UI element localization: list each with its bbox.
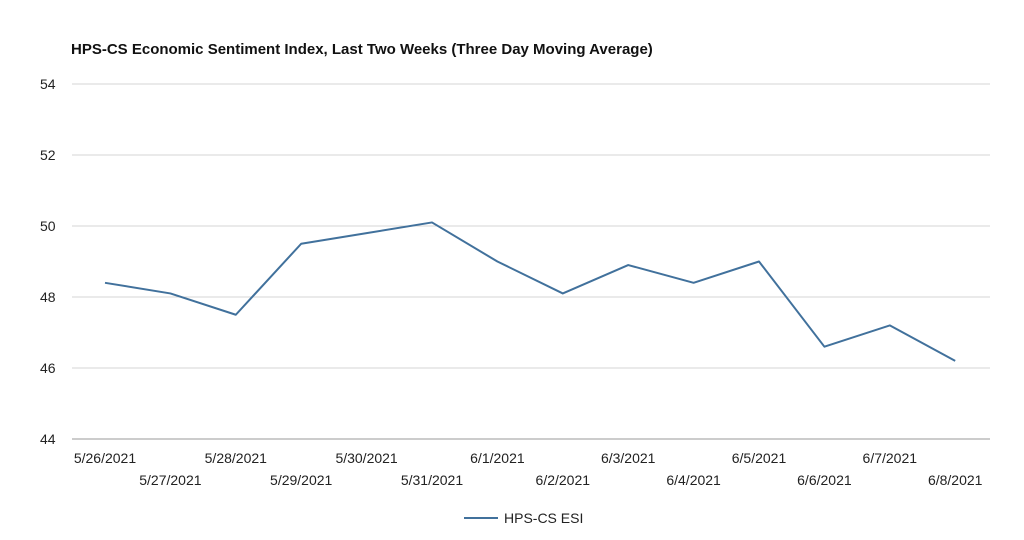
x-axis-tick-labels: 5/26/20215/27/20215/28/20215/29/20215/30… [74,450,983,488]
x-tick-label: 6/2/2021 [536,472,591,488]
legend: HPS-CS ESI [464,510,583,526]
x-tick-label: 6/8/2021 [928,472,983,488]
legend-label: HPS-CS ESI [504,510,583,526]
y-tick-label: 46 [40,360,56,376]
x-tick-label: 6/5/2021 [732,450,787,466]
x-tick-label: 5/27/2021 [139,472,201,488]
x-tick-label: 6/6/2021 [797,472,852,488]
x-tick-label: 5/29/2021 [270,472,332,488]
y-tick-label: 44 [40,431,56,447]
x-tick-label: 5/28/2021 [205,450,267,466]
x-tick-label: 5/31/2021 [401,472,463,488]
series-layer [104,221,956,362]
x-tick-label: 5/26/2021 [74,450,136,466]
chart-title: HPS-CS Economic Sentiment Index, Last Tw… [71,41,653,58]
y-tick-label: 50 [40,218,56,234]
y-tick-label: 54 [40,76,56,92]
x-tick-label: 6/1/2021 [470,450,525,466]
x-tick-label: 6/7/2021 [863,450,918,466]
y-tick-label: 52 [40,147,56,163]
x-tick-label: 5/30/2021 [335,450,397,466]
gridlines [72,83,990,440]
series-line [104,221,956,362]
y-tick-label: 48 [40,289,56,305]
x-tick-label: 6/4/2021 [666,472,721,488]
x-tick-label: 6/3/2021 [601,450,656,466]
y-axis-tick-labels: 44 46 48 50 52 54 [40,76,56,447]
